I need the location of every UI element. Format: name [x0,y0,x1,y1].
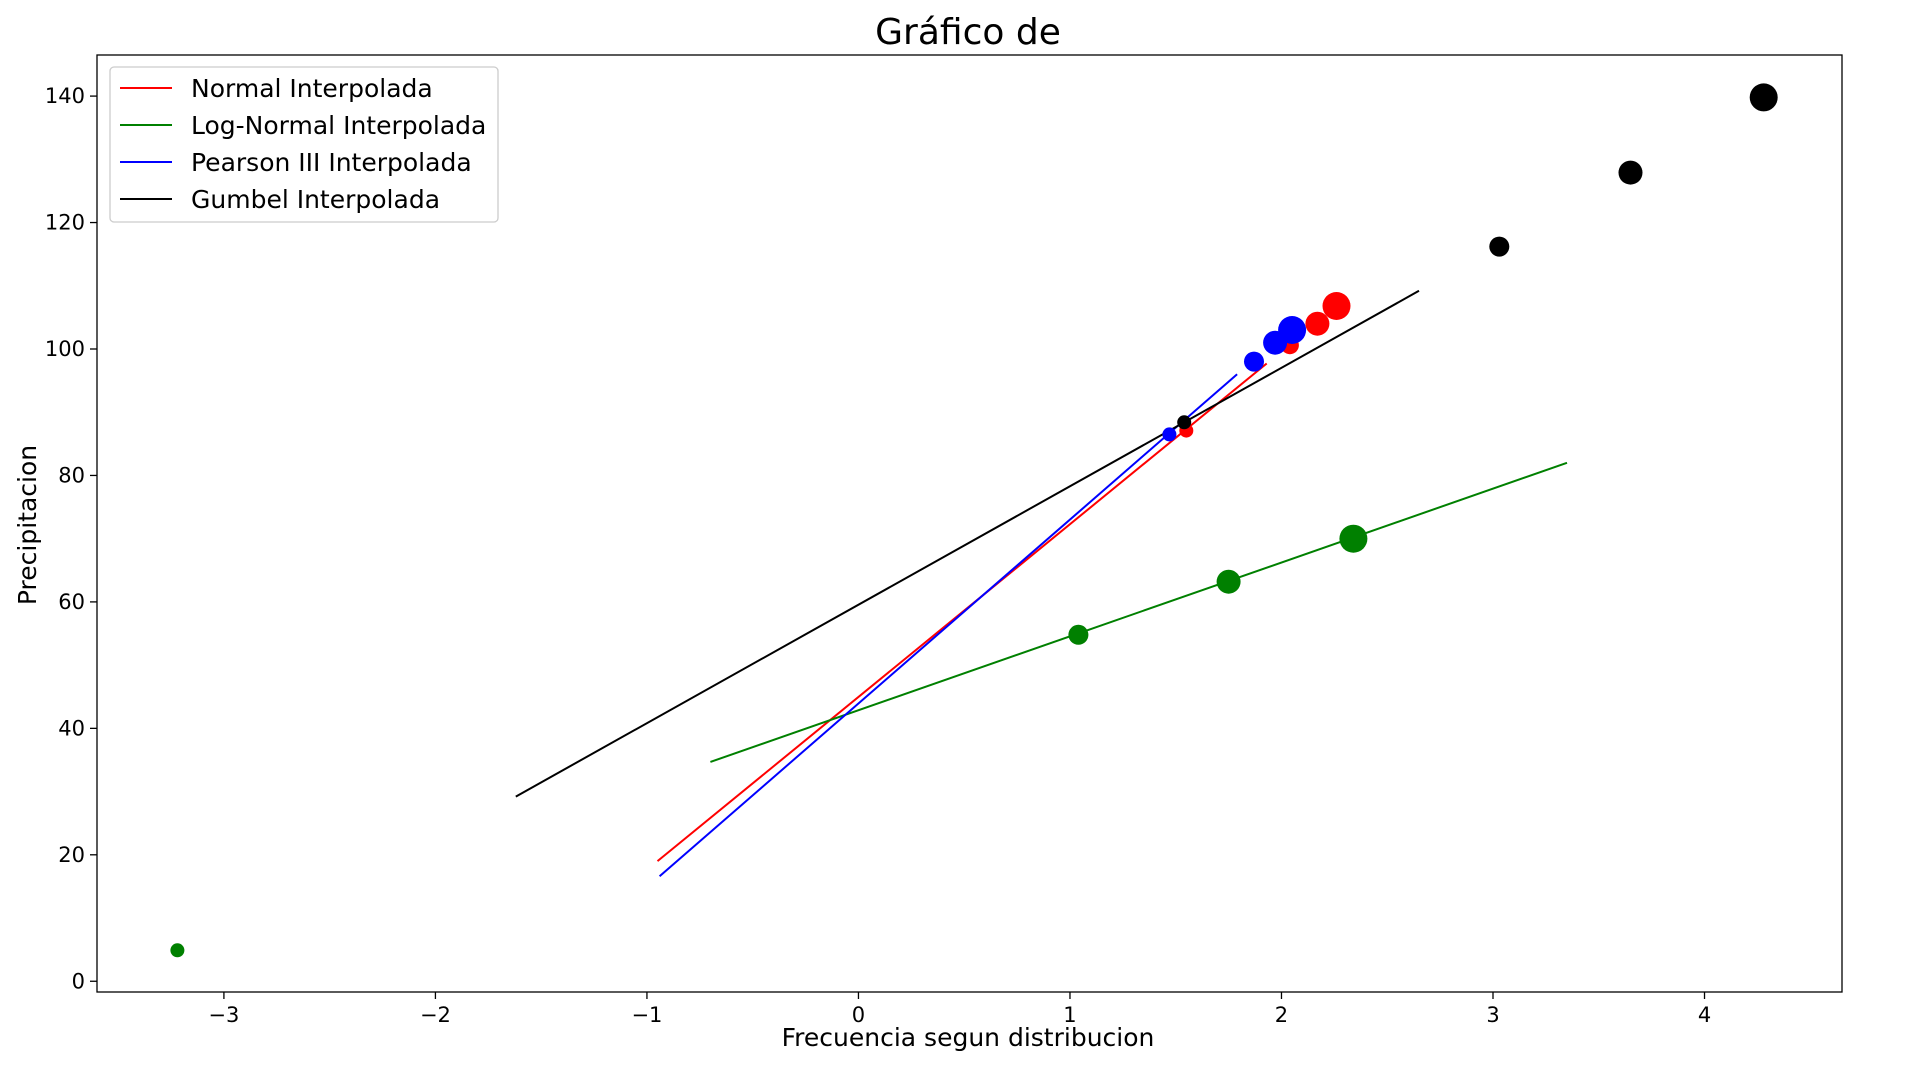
x-axis-label: Frecuencia segun distribucion [782,1023,1155,1052]
legend-label-gumbel-interpolada: Gumbel Interpolada [191,185,440,214]
x-tick-label: 2 [1275,1003,1288,1027]
y-axis-label: Precipitacion [13,445,42,605]
y-tick-label: 120 [45,211,85,235]
y-tick-label: 100 [45,337,85,361]
data-point [1162,427,1177,442]
plot-frame [96,54,1843,993]
data-point [1068,624,1089,645]
y-tick-label: 20 [58,843,85,867]
data-point [1749,83,1778,112]
plot-marks [170,83,1778,958]
x-tick-label: −1 [631,1003,662,1027]
series-line-pearson-iii-interpolada [658,373,1238,878]
x-tick-label: −3 [208,1003,239,1027]
series-line-log-normal-interpolada [710,461,1568,763]
data-point [1278,316,1307,344]
series-line-gumbel-interpolada [515,289,1420,798]
legend-label-pearson-iii-interpolada: Pearson III Interpolada [191,148,472,177]
chart-title: Gráfico de [875,12,1061,53]
x-tick-label: 4 [1698,1003,1711,1027]
data-point [1305,311,1330,336]
legend-box [109,66,499,223]
y-axis: 0 20 40 60 80 100 120 140 [45,84,97,993]
data-point [1244,351,1264,372]
x-tick-label: −2 [420,1003,451,1027]
x-axis: −3 −2 −1 0 1 2 3 4 [208,992,1711,1027]
y-tick-label: 0 [72,969,85,993]
legend: Normal Interpolada Log-Normal Interpolada… [109,66,499,223]
y-tick-label: 60 [58,590,85,614]
x-tick-label: 0 [852,1003,865,1027]
data-point [1177,415,1192,430]
data-point [1322,292,1351,320]
x-tick-label: 1 [1063,1003,1076,1027]
data-point [170,943,185,958]
legend-label-log-normal-interpolada: Log-Normal Interpolada [191,111,486,140]
data-point [1618,160,1643,185]
x-tick-label: 3 [1486,1003,1499,1027]
legend-label-normal-interpolada: Normal Interpolada [191,74,433,103]
y-tick-label: 80 [58,463,85,487]
data-point [1489,236,1510,257]
y-tick-label: 40 [58,716,85,740]
data-point [1216,569,1241,594]
data-point [1339,524,1368,553]
y-tick-label: 140 [45,84,85,108]
